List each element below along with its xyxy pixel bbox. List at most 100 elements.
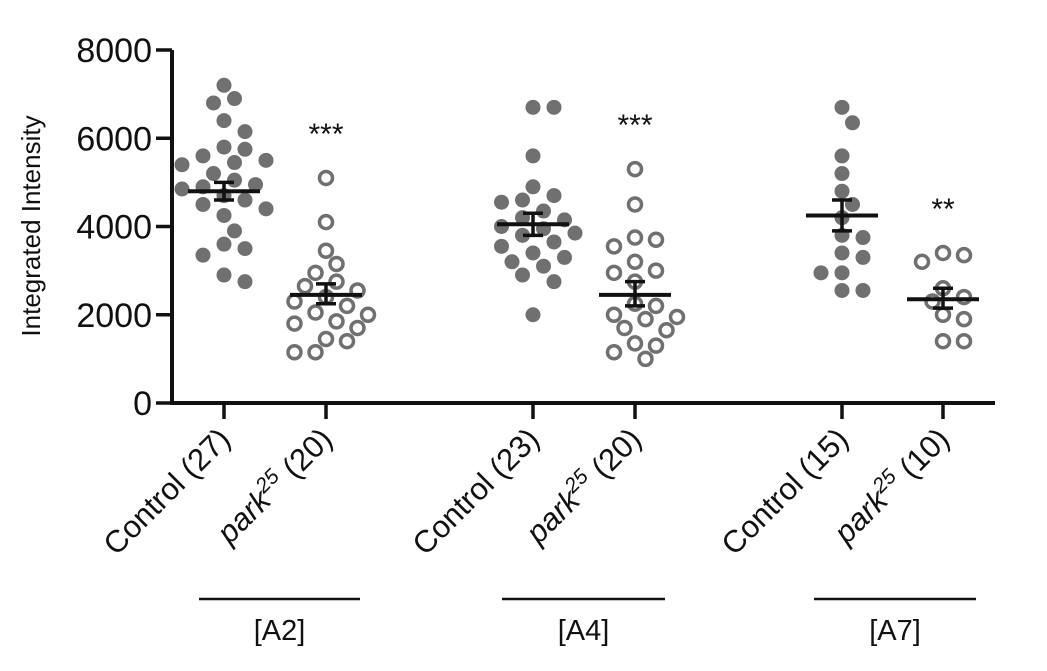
data-point — [855, 249, 871, 265]
data-point — [216, 139, 232, 155]
data-point — [494, 238, 509, 254]
data-point — [834, 166, 850, 182]
data-point — [227, 172, 242, 188]
data-point — [955, 246, 973, 264]
data-point — [525, 307, 541, 323]
data-point — [647, 337, 665, 354]
data-point — [605, 238, 623, 255]
data-point — [834, 265, 850, 281]
data-point — [546, 188, 562, 204]
data-point — [237, 192, 253, 208]
data-point — [317, 169, 335, 187]
data-point — [616, 319, 633, 337]
data-point — [668, 308, 686, 326]
group-label: [A2] — [254, 615, 306, 647]
data-point — [955, 310, 973, 328]
data-point — [605, 344, 623, 361]
data-point — [515, 267, 530, 283]
data-point — [813, 265, 829, 281]
data-point — [924, 293, 941, 310]
data-point — [237, 241, 253, 257]
data-point — [626, 196, 644, 213]
data-point — [955, 332, 973, 350]
category-label: Control (15) — [714, 421, 854, 561]
y-tick-label: 2000 — [76, 297, 152, 335]
data-point — [546, 274, 562, 290]
data-point — [494, 194, 509, 210]
data-point — [913, 253, 931, 271]
data-point — [637, 350, 654, 368]
data-point — [605, 306, 623, 323]
data-point — [855, 282, 871, 298]
data-point — [317, 330, 335, 348]
data-point — [626, 335, 644, 352]
significance-label: *** — [617, 109, 652, 142]
group-label: [A7] — [869, 615, 921, 647]
data-point — [647, 262, 665, 279]
data-point — [504, 254, 520, 270]
group-labels: [A2] [A4] [A7] — [199, 597, 976, 647]
category-label: Control (23) — [405, 421, 545, 561]
data-point — [286, 344, 303, 361]
data-point — [216, 207, 232, 223]
data-point — [955, 288, 973, 306]
data-point — [286, 293, 303, 310]
data-point — [237, 274, 253, 290]
data-point — [216, 113, 232, 129]
data-point — [286, 315, 303, 332]
data-point — [536, 203, 551, 219]
data-point — [359, 306, 377, 323]
data-point — [307, 264, 324, 282]
data-point — [328, 255, 345, 273]
data-point — [317, 242, 335, 260]
data-point — [328, 273, 345, 290]
y-tick-label: 8000 — [76, 32, 152, 70]
data-point — [546, 234, 562, 250]
data-point — [658, 321, 675, 339]
data-point — [834, 148, 850, 164]
data-point — [307, 304, 324, 321]
group-label: [A4] — [558, 615, 610, 647]
data-point — [216, 267, 232, 283]
mean-sem-markers: *** ***** — [188, 109, 979, 310]
data-point — [605, 264, 623, 282]
data-point — [195, 196, 211, 212]
data-point — [525, 99, 541, 115]
data-point — [647, 231, 665, 248]
data-point — [227, 91, 242, 107]
data-point — [227, 155, 242, 171]
data-point — [296, 277, 314, 295]
data-point — [216, 236, 232, 252]
data-point — [338, 332, 356, 350]
data-point — [227, 223, 242, 239]
data-point — [557, 249, 572, 265]
data-point — [216, 77, 232, 93]
data-point — [307, 344, 324, 361]
data-point — [525, 148, 541, 164]
data-point — [515, 192, 530, 208]
significance-label: ** — [931, 193, 955, 226]
data-point — [317, 213, 335, 231]
data-point — [845, 115, 860, 131]
y-tick-label: 6000 — [76, 120, 152, 158]
data-point — [258, 201, 274, 217]
data-point — [237, 141, 253, 157]
data-point — [934, 306, 952, 323]
y-axis-title: Integrated Intensity — [16, 115, 46, 336]
data-point — [834, 245, 850, 261]
data-point — [174, 157, 190, 173]
data-point — [567, 225, 583, 241]
data-point — [338, 297, 356, 315]
data-point — [834, 183, 850, 199]
data-point — [934, 332, 952, 350]
data-point — [546, 99, 562, 115]
data-point — [206, 95, 221, 111]
x-axis — [170, 401, 995, 419]
y-axis: 0 2000 4000 6000 8000 — [76, 32, 174, 423]
data-point — [525, 179, 541, 195]
data-point — [536, 258, 551, 274]
data-point — [934, 244, 952, 262]
data-point — [525, 245, 541, 261]
y-tick-label: 0 — [133, 385, 152, 423]
